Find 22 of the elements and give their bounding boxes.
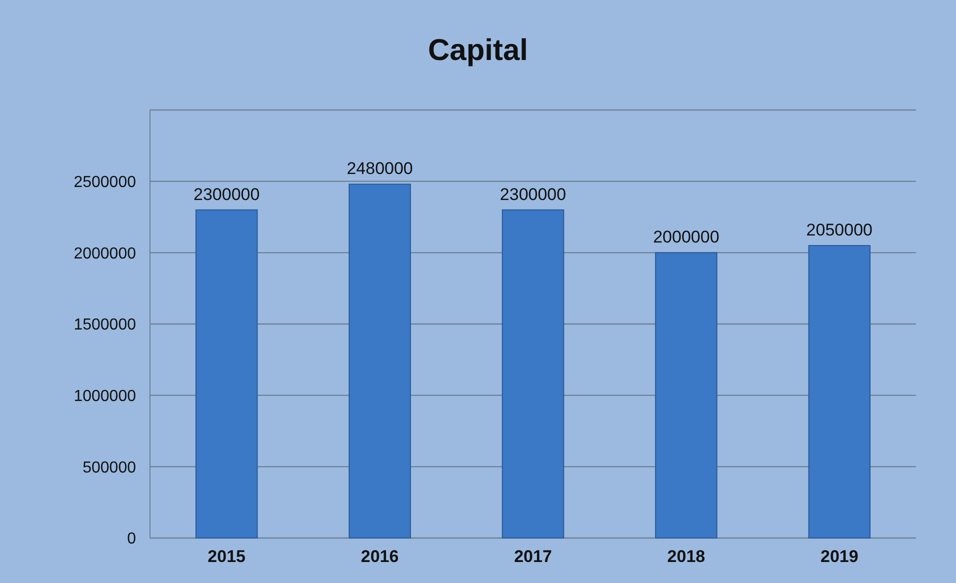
bar [808, 245, 871, 538]
data-label: 2300000 [194, 184, 260, 204]
y-tick-label: 500000 [82, 459, 136, 476]
bar [502, 209, 564, 538]
data-label: 2480000 [346, 159, 413, 178]
x-tick-label: 2016 [360, 547, 399, 566]
x-tick-label: 2017 [514, 547, 552, 566]
x-tick-label: 2018 [667, 547, 706, 566]
data-label: 2000000 [653, 228, 720, 247]
y-tick-label: 1500000 [74, 316, 136, 334]
bar [195, 209, 258, 538]
bar [655, 252, 718, 538]
y-tick-label: 1000000 [74, 388, 136, 405]
x-tick-label: 2015 [208, 547, 246, 566]
y-tick-label: 0 [127, 530, 136, 548]
data-label: 2050000 [806, 220, 872, 240]
chart-title: Capital [428, 34, 528, 67]
y-tick-label: 2500000 [74, 174, 136, 191]
y-tick-label: 2000000 [74, 245, 136, 262]
data-label: 2300000 [500, 184, 566, 204]
bar [348, 184, 411, 538]
x-tick-label: 2019 [820, 547, 858, 566]
